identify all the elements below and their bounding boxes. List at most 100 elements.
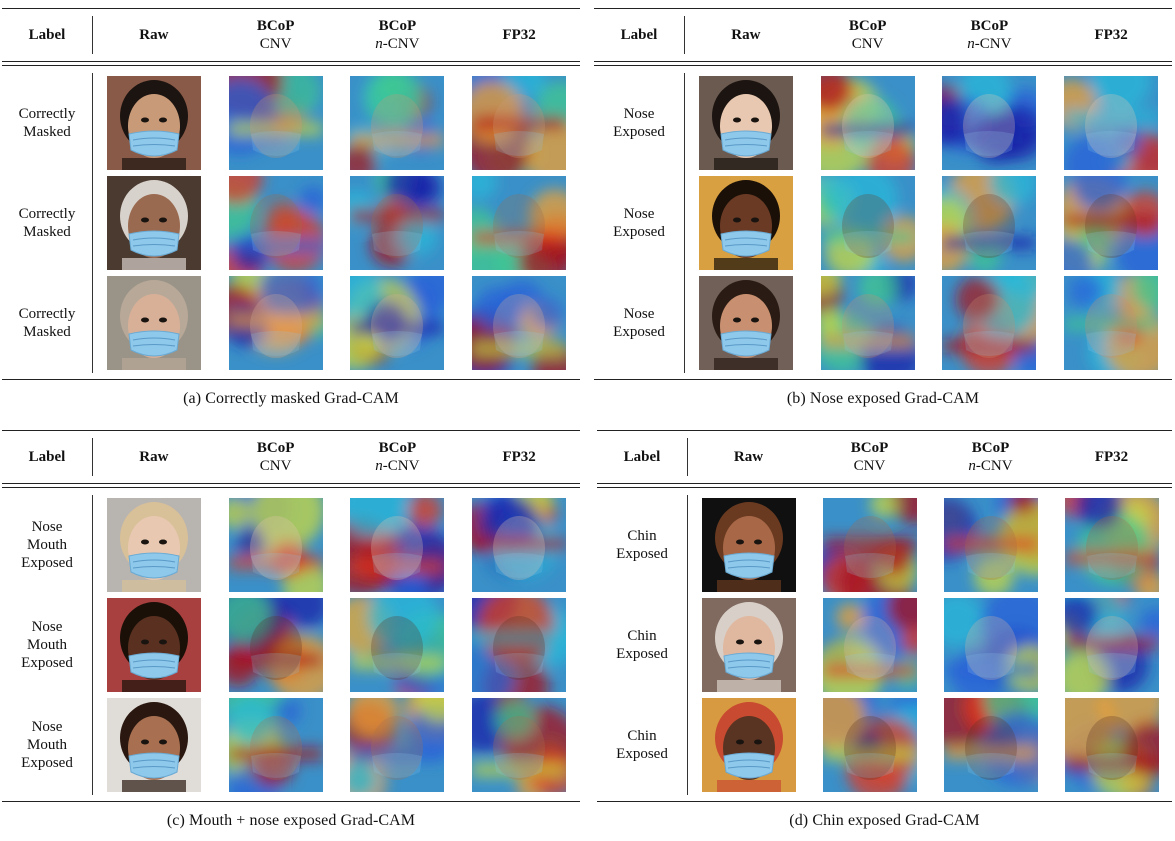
row-label-text: Chin Exposed [616, 627, 668, 663]
gradcam-table: Label Raw BCoP CNV BCoP n-CNV FP32 Nose M… [2, 430, 580, 802]
heatmap-cell [929, 176, 1051, 270]
row-label: Nose Mouth Exposed [2, 495, 92, 595]
row-label-text: Chin Exposed [616, 727, 668, 763]
heatmap-image [350, 276, 445, 370]
image-row [688, 495, 1172, 595]
row-label: Nose Exposed [594, 73, 684, 173]
heatmap-cell [809, 698, 930, 792]
raw-face-image [106, 76, 201, 170]
image-row [93, 173, 580, 273]
heatmap-cell [215, 176, 337, 270]
heatmap-cell [1051, 698, 1172, 792]
raw-cell [93, 498, 215, 592]
heatmap-image [942, 276, 1037, 370]
row-label: Chin Exposed [597, 495, 687, 595]
heatmap-image [822, 598, 917, 692]
image-grid [93, 495, 580, 795]
heatmap-image [1064, 176, 1159, 270]
row-label-text: Nose Exposed [613, 205, 665, 241]
heatmap-image [350, 176, 445, 270]
table-body: Nose Exposed Nose Exposed Nose Exposed [594, 66, 1172, 379]
header-bcop-cnv: BCoP CNV [256, 18, 295, 52]
heatmap-image [472, 76, 567, 170]
heatmap-cell [337, 698, 459, 792]
gradcam-heatmap-image [350, 698, 445, 792]
heatmap-cell [215, 698, 337, 792]
row-labels: Correctly Masked Correctly Masked Correctly M… [2, 73, 93, 373]
gradcam-heatmap-image [350, 498, 445, 592]
raw-image [106, 76, 201, 170]
heatmap-image [472, 698, 567, 792]
caption-text: (a) Correctly masked Grad-CAM [183, 390, 399, 407]
row-label-line: Chin [627, 628, 657, 644]
header-bcop-cnv: BCoP CNV [256, 440, 295, 474]
header-raw: Raw [139, 27, 169, 43]
heatmap-image [472, 598, 567, 692]
row-label-line: Exposed [613, 224, 665, 240]
row-label: Correctly Masked [2, 73, 92, 173]
heatmap-image [820, 276, 915, 370]
raw-image [701, 498, 796, 592]
heatmap-cell [215, 598, 337, 692]
bottom-rule [597, 801, 1172, 802]
row-labels: Nose Exposed Nose Exposed Nose Exposed [594, 73, 685, 373]
top-rule [594, 8, 1172, 9]
row-label-line: Exposed [21, 655, 73, 671]
caption-text: (c) Mouth + nose exposed Grad-CAM [166, 812, 416, 829]
image-row [93, 595, 580, 695]
row-label-line: Exposed [21, 755, 73, 771]
raw-cell [93, 76, 215, 170]
heatmap-image [1064, 76, 1159, 170]
panel-caption: (d) Chin exposed Grad-CAM [597, 812, 1172, 830]
row-label-line: Correctly [18, 106, 76, 122]
heatmap-image [350, 498, 445, 592]
raw-image [701, 698, 796, 792]
image-grid [685, 73, 1172, 373]
row-label: Chin Exposed [597, 595, 687, 695]
header-bcop-ncnv: BCoP n-CNV [375, 18, 420, 52]
header-fp32: FP32 [1094, 449, 1129, 465]
raw-face-image [698, 76, 793, 170]
image-row [93, 273, 580, 373]
raw-image [701, 598, 796, 692]
heatmap-cell [458, 176, 580, 270]
header-label: Label [2, 438, 93, 476]
raw-face-image [698, 176, 793, 270]
heatmap-image [1064, 598, 1159, 692]
row-label-text: Correctly Masked [19, 205, 76, 241]
image-row [685, 73, 1172, 173]
row-label-line: Mouth [26, 637, 67, 653]
table-header: Label Raw BCoP CNV BCoP n-CNV FP32 [594, 9, 1172, 61]
row-label-line: Nose [623, 306, 655, 322]
gradcam-table: Label Raw BCoP CNV BCoP n-CNV FP32 Chin E… [597, 430, 1172, 802]
caption-text: (d) Chin exposed Grad-CAM [789, 812, 980, 829]
raw-cell [688, 698, 809, 792]
heatmap-cell [458, 598, 580, 692]
heatmap-image [350, 698, 445, 792]
row-label-line: Masked [23, 224, 71, 240]
heatmap-image [350, 76, 445, 170]
row-label-text: Nose Exposed [613, 105, 665, 141]
heatmap-cell [337, 498, 459, 592]
header-raw: Raw [733, 449, 764, 465]
row-label-line: Chin [627, 528, 657, 544]
heatmap-cell [458, 498, 580, 592]
raw-cell [93, 698, 215, 792]
row-label-line: Masked [23, 324, 71, 340]
heatmap-image [350, 598, 445, 692]
row-label: Correctly Masked [2, 273, 92, 373]
panel-d: Label Raw BCoP CNV BCoP n-CNV FP32 Chin E… [597, 430, 1172, 830]
heatmap-image [822, 698, 917, 792]
row-label-line: Masked [23, 124, 71, 140]
header-bcop-ncnv: BCoP n-CNV [968, 440, 1013, 474]
heatmap-cell [337, 276, 459, 370]
heatmap-image [822, 498, 917, 592]
raw-image [106, 176, 201, 270]
raw-cell [688, 598, 809, 692]
raw-image [698, 76, 793, 170]
gradcam-heatmap-image [943, 598, 1038, 692]
heatmap-cell [930, 698, 1051, 792]
top-rule [597, 430, 1172, 431]
heatmap-image [820, 176, 915, 270]
raw-face-image [106, 176, 201, 270]
